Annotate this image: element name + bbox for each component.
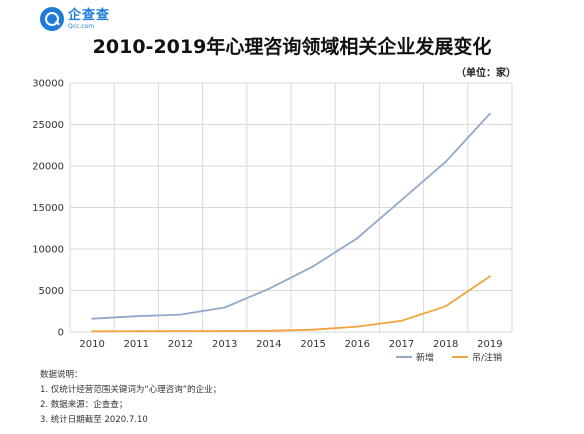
y-tick-label: 30000 (32, 79, 64, 90)
x-tick-label: 2014 (256, 339, 281, 350)
legend-label-2: 吊/注销 (472, 352, 502, 364)
x-tick-label: 2012 (168, 339, 193, 350)
y-tick-label: 15000 (32, 203, 64, 214)
x-tick-label: 2013 (212, 339, 237, 350)
magnifier-logo-icon (40, 7, 64, 31)
data-notes: 数据说明： 1. 仅统计经营范围关键词为“心理咨询”的企业； 2. 数据来源：企… (40, 368, 221, 428)
brand-logo: 企查查 Qcc.com (40, 4, 110, 34)
y-tick-label: 20000 (32, 162, 64, 173)
unit-label: （单位：家） (456, 68, 516, 79)
x-tick-label: 2017 (389, 339, 414, 350)
data-point (489, 112, 491, 115)
x-tick-label: 2015 (300, 339, 325, 350)
data-point (223, 330, 226, 332)
notes-heading: 数据说明： (40, 370, 83, 380)
chart-title: 2010-2019年心理咨询领域相关企业发展变化 (92, 36, 492, 58)
data-point (223, 306, 226, 309)
x-tick-label: 2010 (79, 339, 104, 350)
y-tick-label: 25000 (32, 120, 64, 131)
brand-name-cn: 企查查 (68, 7, 111, 23)
data-point (135, 315, 138, 318)
data-point (444, 160, 447, 163)
data-point (312, 328, 314, 331)
series-line-1 (92, 113, 491, 320)
brand-text: 企查查 Qcc.com (68, 9, 110, 30)
data-point (356, 237, 359, 240)
data-point (91, 330, 93, 333)
y-tick-label: 5000 (39, 286, 64, 297)
x-tick-label: 2016 (345, 339, 370, 350)
data-point (179, 313, 182, 316)
data-point (91, 317, 93, 320)
data-point (268, 287, 270, 290)
data-point (312, 265, 314, 268)
x-tick-label: 2018 (433, 339, 458, 350)
data-point (400, 199, 403, 201)
y-tick-label: 0 (58, 328, 64, 339)
data-point (356, 325, 359, 328)
note-item-3: 3. 统计日期截至 2020.7.10 (40, 415, 148, 425)
x-tick-label: 2019 (477, 339, 502, 350)
data-point (179, 330, 182, 332)
y-tick-label: 10000 (32, 245, 64, 256)
note-item-2: 2. 数据来源：企查查； (40, 400, 128, 410)
data-point (489, 275, 491, 278)
data-point (135, 330, 138, 333)
x-tick-label: 2011 (124, 339, 149, 350)
series-line-2 (92, 275, 491, 333)
data-point (444, 305, 447, 308)
data-point (400, 319, 403, 322)
data-point (268, 329, 270, 332)
note-item-1: 1. 仅统计经营范围关键词为“心理咨询”的企业； (40, 385, 222, 395)
legend-label-1: 新增 (416, 352, 434, 364)
brand-name-en: Qcc.com (68, 22, 95, 30)
